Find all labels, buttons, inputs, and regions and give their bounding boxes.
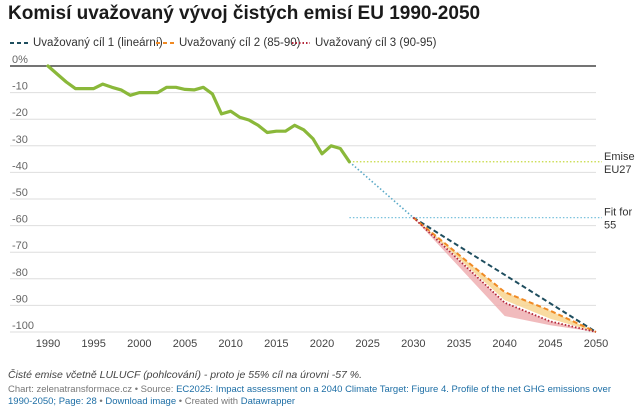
y-tick-label: -100 (12, 320, 34, 332)
chart-source: Chart: zelenatransformace.cz • Source: E… (8, 384, 628, 408)
x-tick-label: 2010 (218, 338, 242, 350)
target-90-95-band (413, 217, 596, 332)
y-tick-label: -80 (12, 267, 28, 279)
dashed-line-swatch-icon (10, 42, 28, 44)
x-tick-label: 2005 (173, 338, 197, 350)
y-tick-label: -30 (12, 134, 28, 146)
reference-label: Emise (604, 151, 635, 163)
x-tick-label: 2020 (310, 338, 334, 350)
x-tick-label: 2040 (492, 338, 516, 350)
y-tick-label: -10 (12, 81, 28, 93)
reference-label: 55 (604, 220, 616, 232)
source-prefix: Chart: zelenatransformace.cz • Source: (8, 384, 177, 395)
legend-label: Uvažovaný cíl 1 (lineární) (33, 37, 163, 49)
x-tick-label: 2030 (401, 338, 425, 350)
y-tick-label: -50 (12, 187, 28, 199)
legend-item-85-90: Uvažovaný cíl 2 (85-90) (156, 37, 300, 49)
source-separator: • (96, 396, 106, 407)
y-tick-label: -70 (12, 240, 28, 252)
source-link[interactable]: EC2025: Impact assessment on a 2040 Clim… (8, 384, 611, 407)
reference-label: EU27 (604, 164, 632, 176)
x-tick-label: 2050 (584, 338, 608, 350)
dotted-line-swatch-icon (292, 42, 310, 44)
dashed-line-swatch-icon (156, 42, 174, 44)
datawrapper-link[interactable]: Datawrapper (240, 396, 296, 407)
x-tick-label: 2015 (264, 338, 288, 350)
y-tick-label: -90 (12, 293, 28, 305)
x-tick-label: 1995 (81, 338, 105, 350)
x-tick-label: 1990 (36, 338, 60, 350)
legend-item-linear: Uvažovaný cíl 1 (lineární) (10, 37, 163, 49)
target-linear-line (412, 216, 597, 333)
chart-title: Komisí uvažovaný vývoj čistých emisí EU … (8, 3, 481, 24)
download-image-link[interactable]: Download image (105, 396, 177, 407)
y-tick-label: 0% (12, 54, 28, 66)
projection-bridge-line (348, 161, 414, 219)
target-85-90-line (412, 216, 597, 333)
y-tick-label: -60 (12, 214, 28, 226)
x-tick-label: 2025 (355, 338, 379, 350)
chart-note: Čisté emise včetně LULUCF (pohlcování) -… (8, 369, 363, 381)
legend-item-90-95: Uvažovaný cíl 3 (90-95) (292, 37, 436, 49)
y-tick-label: -20 (12, 107, 28, 119)
reference-label: Fit for (604, 207, 632, 219)
legend-label: Uvažovaný cíl 2 (85-90) (179, 37, 301, 49)
created-with: • Created with (176, 396, 241, 407)
x-tick-label: 2045 (538, 338, 562, 350)
x-tick-label: 2000 (127, 338, 151, 350)
y-tick-label: -40 (12, 160, 28, 172)
legend-label: Uvažovaný cíl 3 (90-95) (315, 37, 437, 49)
historical-emissions-line (46, 64, 351, 164)
x-tick-label: 2035 (447, 338, 471, 350)
